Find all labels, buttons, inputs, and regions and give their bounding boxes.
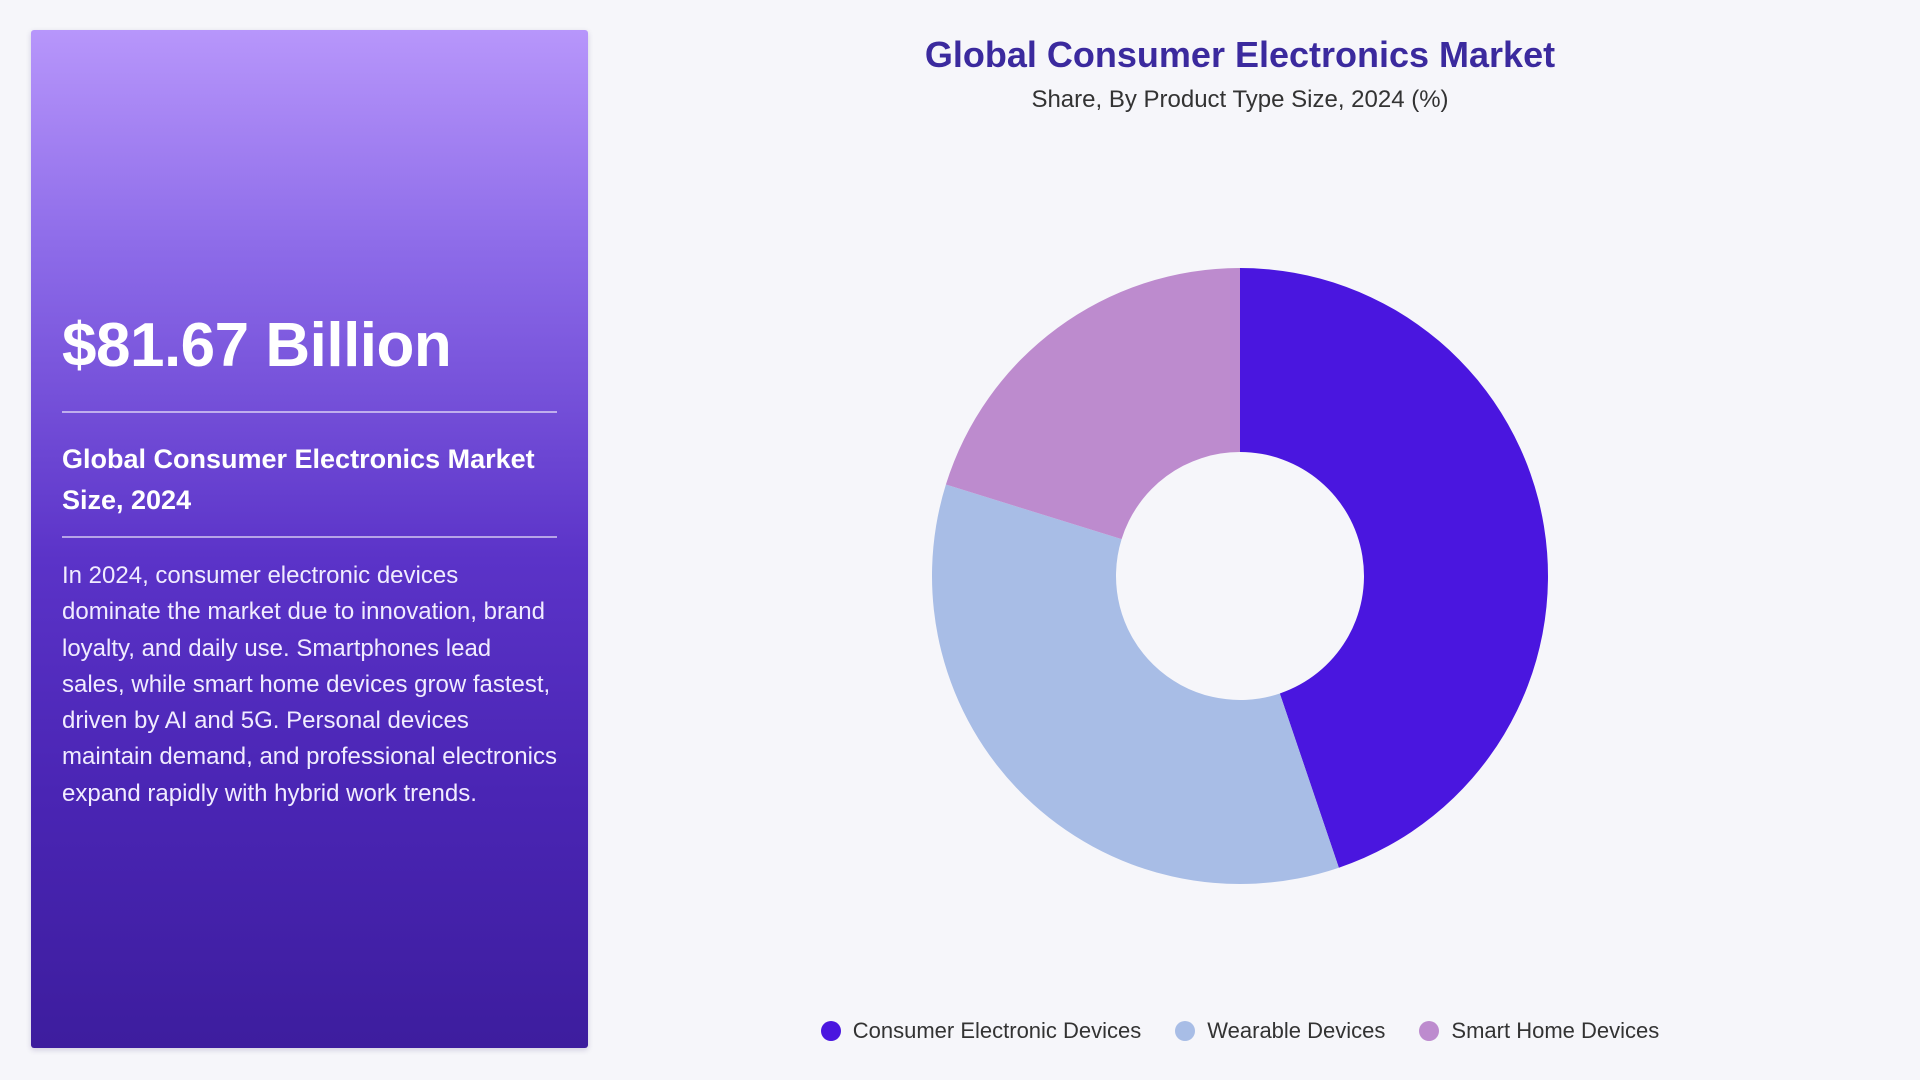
legend-dot-icon [1419, 1021, 1440, 1041]
legend-label: Consumer Electronic Devices [852, 1018, 1142, 1043]
legend-dot-icon [820, 1021, 841, 1041]
chart-legend: Consumer Electronic Devices Wearable Devi… [640, 1018, 1840, 1044]
donut-slice-wearable-devices [932, 484, 1339, 885]
divider-top [62, 411, 557, 413]
legend-label: Smart Home Devices [1451, 1018, 1660, 1043]
donut-chart [932, 268, 1548, 885]
donut-slice-consumer-electronic-devices [1240, 268, 1548, 868]
legend-dot-icon [1175, 1021, 1196, 1041]
chart-subtitle: Share, By Product Type Size, 2024 (%) [1031, 86, 1449, 113]
legend-item-wearable-devices: Wearable Devices [1175, 1018, 1385, 1044]
legend-label: Wearable Devices [1207, 1018, 1386, 1043]
donut-slice-smart-home-devices [945, 268, 1240, 540]
market-description: In 2024, consumer electronic devices dom… [62, 562, 557, 807]
market-size-value: $81.67 Billion [62, 311, 452, 380]
legend-item-smart-home-devices: Smart Home Devices [1419, 1018, 1659, 1044]
legend-item-consumer-electronic-devices: Consumer Electronic Devices [820, 1018, 1142, 1044]
market-summary-panel: $81.67 Billion Global Consumer Electroni… [31, 30, 588, 1048]
market-size-title: Global Consumer Electronics Market Size,… [62, 444, 535, 515]
chart-title: Global Consumer Electronics Market [924, 34, 1556, 75]
divider-bottom [62, 536, 557, 538]
